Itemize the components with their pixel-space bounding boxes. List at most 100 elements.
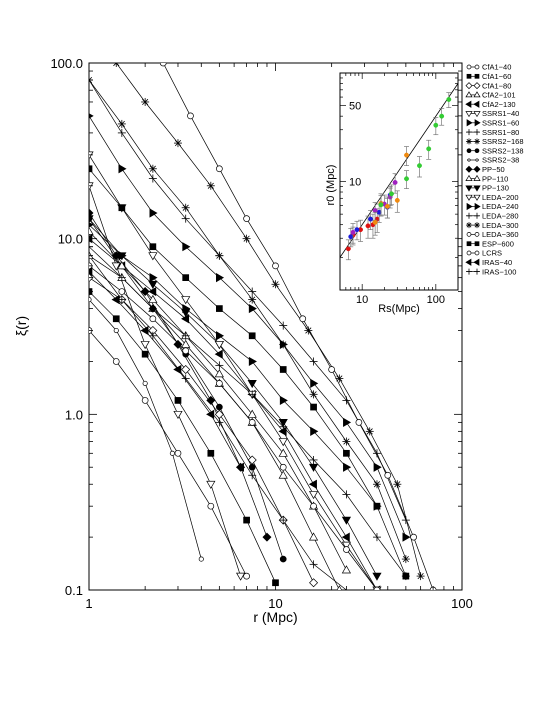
inset-x-tick-label: 10 <box>356 294 368 306</box>
inset-point <box>404 146 410 166</box>
data-marker <box>248 287 257 296</box>
marker-stroke <box>343 438 350 445</box>
data-marker <box>174 449 182 457</box>
inset-point <box>372 211 378 236</box>
data-marker <box>336 585 343 590</box>
marker-stroke <box>182 204 189 211</box>
data-marker <box>341 541 352 550</box>
data-marker <box>310 426 319 436</box>
data-marker <box>474 232 480 237</box>
data-marker <box>473 258 480 266</box>
inset-y-axis-label: r0 (Mpc) <box>325 165 337 206</box>
data-marker <box>198 556 204 562</box>
legend-entry: LEDA−280 <box>466 212 519 221</box>
data-marker <box>248 295 257 304</box>
data-marker <box>341 532 350 542</box>
marker-stroke <box>402 555 409 563</box>
data-marker <box>343 546 350 553</box>
data-marker <box>206 480 216 489</box>
inset-x-axis-label: Rs(Mpc) <box>378 303 420 315</box>
data-marker <box>117 119 126 128</box>
data-marker <box>111 262 121 271</box>
data-marker <box>279 395 288 406</box>
series-line <box>89 291 276 583</box>
marker-stroke <box>336 375 343 382</box>
data-marker <box>473 185 481 192</box>
data-marker <box>148 304 157 313</box>
data-marker <box>342 437 351 446</box>
legend-label: LEDA−200 <box>482 193 519 202</box>
data-marker <box>206 395 216 405</box>
inset-marker <box>417 163 422 169</box>
data-marker <box>169 450 175 456</box>
data-marker <box>248 356 257 367</box>
data-marker <box>474 129 480 136</box>
data-marker <box>247 380 257 389</box>
series-line <box>89 218 378 577</box>
inset-background <box>339 72 459 291</box>
marker-stroke <box>305 327 312 334</box>
data-marker <box>309 455 318 464</box>
legend-entry: CfA1−60 <box>466 72 511 81</box>
data-marker <box>242 234 251 243</box>
legend-label: SSRS1−40 <box>482 109 519 118</box>
data-marker <box>343 449 350 457</box>
data-marker <box>465 100 472 108</box>
data-marker <box>236 572 246 581</box>
data-marker <box>474 202 481 211</box>
data-marker <box>279 516 288 525</box>
data-marker <box>401 572 410 581</box>
data-marker <box>140 341 150 350</box>
legend-entry: SSRS1−40 <box>465 109 519 118</box>
series-line <box>89 255 340 590</box>
data-marker <box>343 462 352 472</box>
data-marker <box>89 222 94 228</box>
marker-stroke <box>149 165 156 172</box>
data-marker <box>216 165 223 173</box>
data-marker <box>173 364 182 375</box>
data-marker <box>243 516 250 524</box>
inset-point <box>388 184 394 206</box>
data-marker <box>118 164 127 174</box>
data-marker <box>278 470 288 479</box>
data-marker <box>181 309 191 318</box>
inset-marker <box>354 227 360 233</box>
inset-points <box>345 92 452 261</box>
inset-marker <box>345 246 351 252</box>
data-marker <box>248 419 256 426</box>
y-tick-label: 0.1 <box>65 583 83 598</box>
inset-plot: 10 100 10 50 r0 (Mpc) Rs(Mpc) <box>325 72 459 315</box>
data-marker <box>466 129 472 136</box>
marker-stroke <box>113 63 117 67</box>
data-marker <box>247 409 257 418</box>
legend-entry: SSRS1−60 <box>466 119 519 128</box>
legend-entry: IRAS−40 <box>465 258 512 267</box>
data-marker <box>140 287 150 297</box>
data-marker <box>111 294 120 305</box>
data-marker <box>148 286 157 297</box>
data-marker <box>214 349 223 359</box>
legend-label: SSRS2−168 <box>482 137 524 146</box>
data-marker <box>113 327 119 334</box>
data-marker <box>181 339 191 348</box>
legend-entry: CfA2−101 <box>465 91 516 100</box>
data-marker <box>182 274 190 281</box>
data-marker <box>187 112 194 120</box>
legend-label: IRAS−40 <box>482 258 512 267</box>
marker-stroke <box>243 235 250 242</box>
data-marker <box>465 91 473 98</box>
data-marker <box>117 252 127 261</box>
inset-point <box>350 223 356 244</box>
y-tick-label: 1.0 <box>65 407 83 422</box>
y-tick-label: 10.0 <box>58 232 83 247</box>
data-marker <box>466 268 472 275</box>
legend-entry: LEDA−240 <box>466 202 519 211</box>
data-marker <box>181 364 191 374</box>
data-marker <box>474 212 480 219</box>
data-marker <box>148 164 157 173</box>
data-marker <box>279 463 287 471</box>
data-marker <box>465 185 473 192</box>
marker-stroke <box>118 120 125 128</box>
data-marker <box>173 339 183 349</box>
